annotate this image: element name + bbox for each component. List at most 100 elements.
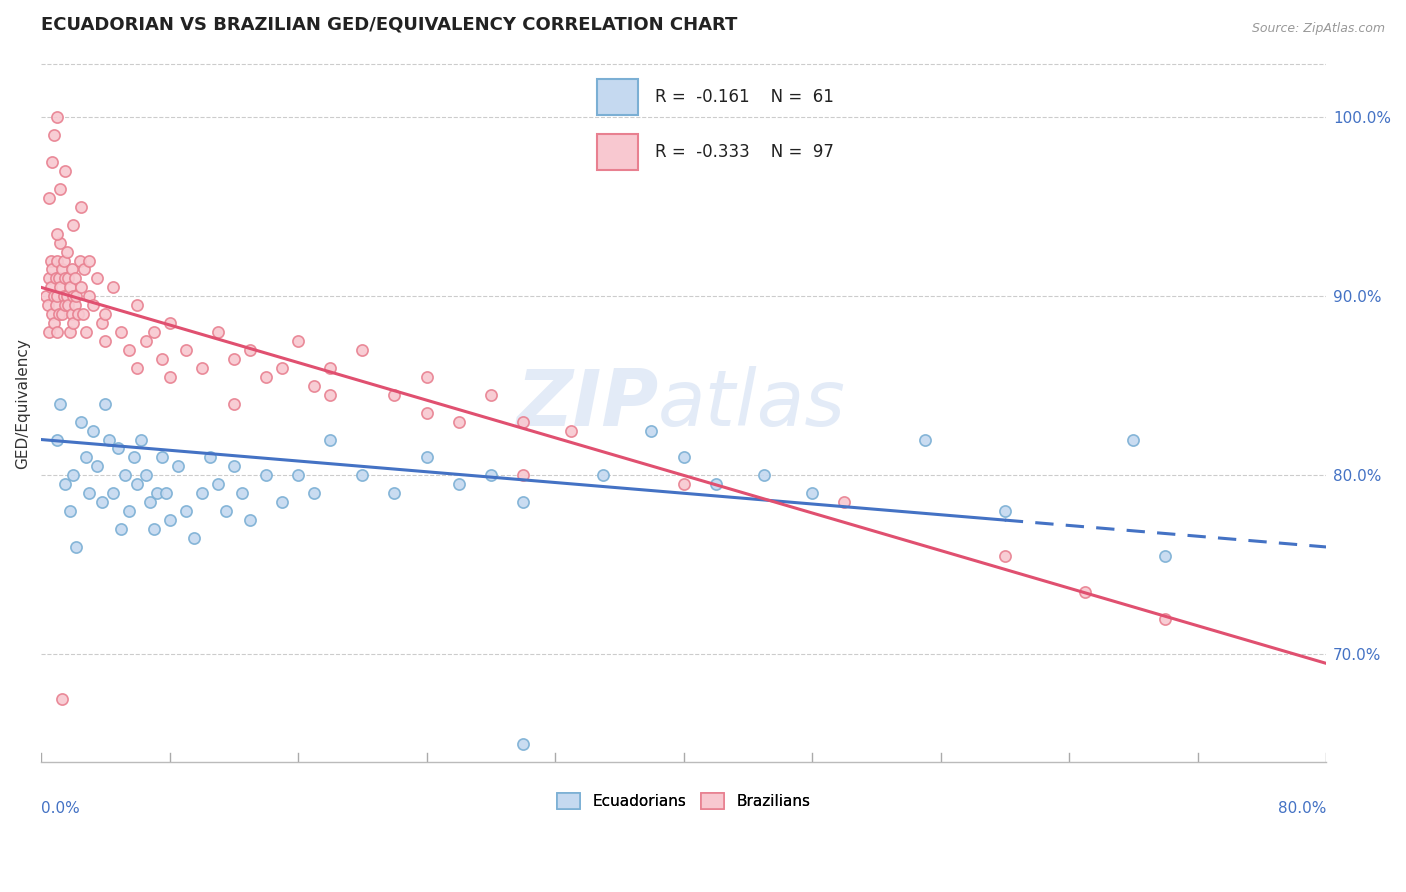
Text: atlas: atlas <box>658 366 846 442</box>
Point <box>86 459 108 474</box>
Point <box>914 433 936 447</box>
Point <box>704 477 727 491</box>
Point <box>63 298 86 312</box>
Point <box>145 486 167 500</box>
Point <box>41 262 63 277</box>
Point <box>447 415 470 429</box>
Point <box>59 325 82 339</box>
Point <box>46 227 69 241</box>
Point <box>97 433 120 447</box>
Point <box>127 477 149 491</box>
Point <box>46 110 69 124</box>
Point <box>38 271 60 285</box>
Point <box>82 298 104 312</box>
Point <box>39 253 62 268</box>
Point <box>640 424 662 438</box>
Point <box>56 244 79 259</box>
Point <box>1122 433 1144 447</box>
Point <box>415 370 437 384</box>
Point <box>271 360 294 375</box>
Point <box>134 334 156 348</box>
Point <box>59 280 82 294</box>
Point <box>70 415 93 429</box>
Point <box>53 164 76 178</box>
Point <box>48 271 70 285</box>
Point <box>254 370 277 384</box>
Point <box>42 289 65 303</box>
Point <box>150 351 173 366</box>
Point <box>239 343 262 357</box>
Point <box>150 450 173 465</box>
Point <box>384 486 406 500</box>
Point <box>110 522 132 536</box>
Point <box>302 379 325 393</box>
Point <box>48 307 70 321</box>
Point <box>49 280 72 294</box>
Point <box>63 271 86 285</box>
Point <box>415 406 437 420</box>
Point <box>51 262 73 277</box>
Point <box>56 289 79 303</box>
Point <box>512 737 534 751</box>
Point <box>479 388 502 402</box>
Point <box>67 307 90 321</box>
Point <box>46 433 69 447</box>
Point <box>86 271 108 285</box>
Point <box>46 325 69 339</box>
Point <box>46 253 69 268</box>
Point <box>127 360 149 375</box>
Point <box>52 289 75 303</box>
Point <box>384 388 406 402</box>
Point <box>107 442 129 456</box>
Point <box>49 182 72 196</box>
Point <box>46 289 69 303</box>
Point <box>190 360 212 375</box>
Point <box>122 450 145 465</box>
Point <box>222 459 245 474</box>
Point <box>801 486 824 500</box>
Point <box>239 513 262 527</box>
Point <box>62 468 84 483</box>
Point <box>65 540 87 554</box>
Point <box>190 486 212 500</box>
Point <box>1154 549 1177 563</box>
Point <box>103 280 125 294</box>
Point <box>91 316 114 330</box>
Point <box>94 334 117 348</box>
Point <box>42 128 65 143</box>
Point <box>155 486 177 500</box>
Y-axis label: GED/Equivalency: GED/Equivalency <box>15 338 30 469</box>
Point <box>45 271 67 285</box>
Point <box>142 522 165 536</box>
Point <box>53 477 76 491</box>
Point <box>159 316 181 330</box>
Point <box>592 468 614 483</box>
Point <box>58 298 80 312</box>
Point <box>512 495 534 509</box>
Text: ECUADORIAN VS BRAZILIAN GED/EQUIVALENCY CORRELATION CHART: ECUADORIAN VS BRAZILIAN GED/EQUIVALENCY … <box>41 15 738 33</box>
Point <box>118 504 141 518</box>
Point <box>59 504 82 518</box>
Point <box>41 307 63 321</box>
Point <box>49 235 72 250</box>
Point <box>60 307 83 321</box>
Point <box>52 253 75 268</box>
Text: ZIP: ZIP <box>516 366 658 442</box>
Point <box>75 450 97 465</box>
Point <box>129 433 152 447</box>
Point <box>91 495 114 509</box>
Point <box>49 397 72 411</box>
Point <box>79 289 101 303</box>
Point <box>94 397 117 411</box>
Point <box>254 468 277 483</box>
Point <box>127 298 149 312</box>
Point <box>415 450 437 465</box>
Point <box>39 280 62 294</box>
Point <box>65 289 87 303</box>
Point <box>41 155 63 169</box>
Point <box>37 298 59 312</box>
Point <box>271 495 294 509</box>
Point <box>118 343 141 357</box>
Point <box>994 549 1017 563</box>
Point <box>994 504 1017 518</box>
